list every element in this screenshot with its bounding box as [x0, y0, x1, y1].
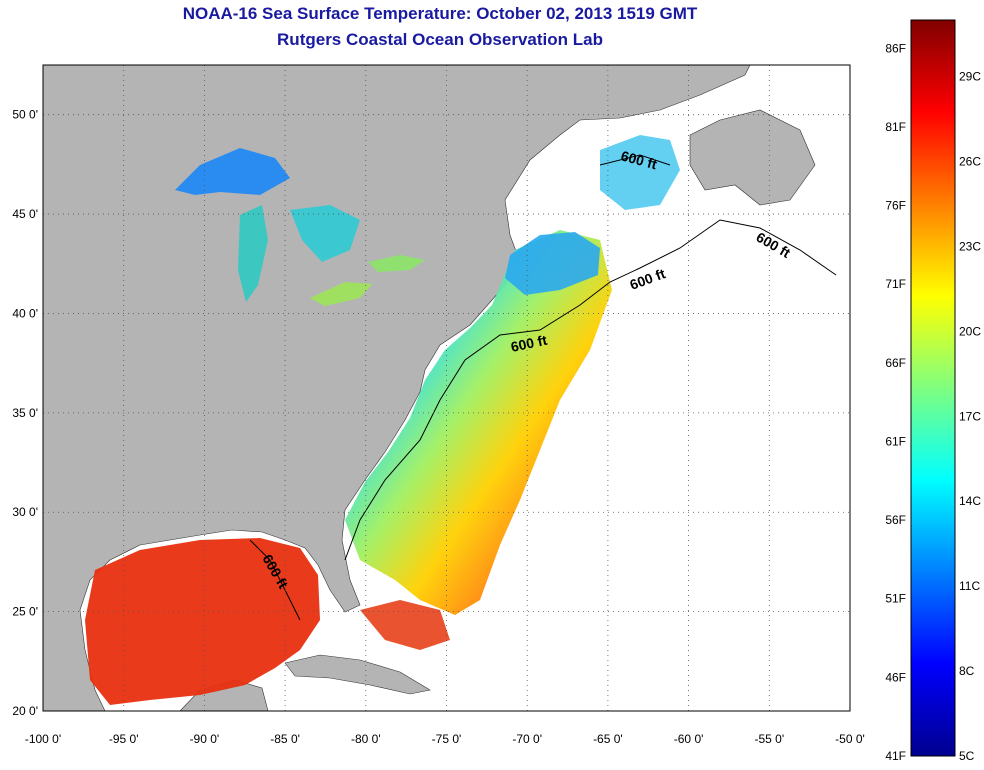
colorbar-f-label: 51F — [885, 592, 906, 606]
lon-tick-label: -80 0' — [351, 732, 381, 746]
lat-tick-label: 45 0' — [12, 207, 38, 221]
lake-ontario — [368, 255, 425, 272]
colorbar-f-label: 66F — [885, 356, 906, 370]
plot-frame — [42, 64, 851, 712]
colorbar-celsius-labels: 29C 26C 23C 20C 17C 14C 11C 8C 5C — [959, 70, 981, 763]
colorbar-f-label: 86F — [885, 41, 906, 55]
colorbar-f-label: 46F — [885, 670, 906, 684]
colorbar — [910, 19, 956, 757]
lake-huron — [290, 205, 360, 262]
colorbar-f-label: 81F — [885, 120, 906, 134]
longitude-axis: -100 0' -95 0' -90 0' -85 0' -80 0' -75 0' -70… — [25, 732, 865, 746]
colorbar-f-label: 61F — [885, 434, 906, 448]
colorbar-f-label: 71F — [885, 277, 906, 291]
lon-tick-label: -100 0' — [25, 732, 61, 746]
lat-tick-label: 40 0' — [12, 306, 38, 320]
lon-tick-label: -85 0' — [270, 732, 300, 746]
colorbar-c-label: 5C — [959, 749, 975, 763]
lat-tick-label: 25 0' — [12, 605, 38, 619]
colorbar-f-label: 76F — [885, 199, 906, 213]
colorbar-c-label: 8C — [959, 664, 975, 678]
sst-bahamas — [360, 600, 450, 650]
land-cuba — [284, 654, 431, 695]
contour-label-mid-atlantic: 600 ft — [509, 332, 548, 355]
lon-tick-label: -75 0' — [432, 732, 462, 746]
contour-600ft — [249, 154, 837, 621]
land-newfoundland — [689, 109, 816, 206]
lat-tick-label: 35 0' — [12, 406, 38, 420]
land-north-america — [43, 65, 751, 711]
colorbar-f-label: 56F — [885, 513, 906, 527]
colorbar-c-label: 20C — [959, 324, 981, 338]
colorbar-c-label: 14C — [959, 494, 981, 508]
lon-tick-label: -60 0' — [674, 732, 704, 746]
latitude-axis: 50 0' 45 0' 40 0' 35 0' 30 0' 25 0' 20 0' — [12, 108, 38, 718]
colorbar-c-label: 17C — [959, 409, 981, 423]
colorbar-f-label: 41F — [885, 749, 906, 763]
lon-tick-label: -90 0' — [190, 732, 220, 746]
lat-tick-label: 20 0' — [12, 704, 38, 718]
lon-tick-label: -50 0' — [835, 732, 865, 746]
lat-tick-label: 30 0' — [12, 505, 38, 519]
lake-michigan — [238, 205, 268, 302]
map-subtitle: Rutgers Coastal Ocean Observation Lab — [277, 30, 603, 49]
colorbar-fahrenheit-labels: 86F 81F 76F 71F 66F 61F 56F 51F 46F 41F — [885, 41, 906, 763]
colorbar-c-label: 11C — [959, 579, 980, 593]
colorbar-c-label: 26C — [959, 155, 981, 169]
sst-gulf-of-mexico — [85, 538, 320, 705]
lon-tick-label: -95 0' — [109, 732, 139, 746]
lake-superior — [175, 148, 290, 195]
lon-tick-label: -65 0' — [593, 732, 623, 746]
lat-tick-label: 50 0' — [12, 108, 38, 122]
lon-tick-label: -70 0' — [512, 732, 542, 746]
colorbar-c-label: 23C — [959, 239, 981, 253]
sst-gulf-of-maine — [505, 232, 600, 295]
sst-st-lawrence — [600, 135, 680, 210]
colorbar-c-label: 29C — [959, 70, 981, 84]
lake-erie — [310, 282, 372, 306]
lon-tick-label: -55 0' — [754, 732, 784, 746]
map-title: NOAA-16 Sea Surface Temperature: October… — [182, 4, 698, 23]
